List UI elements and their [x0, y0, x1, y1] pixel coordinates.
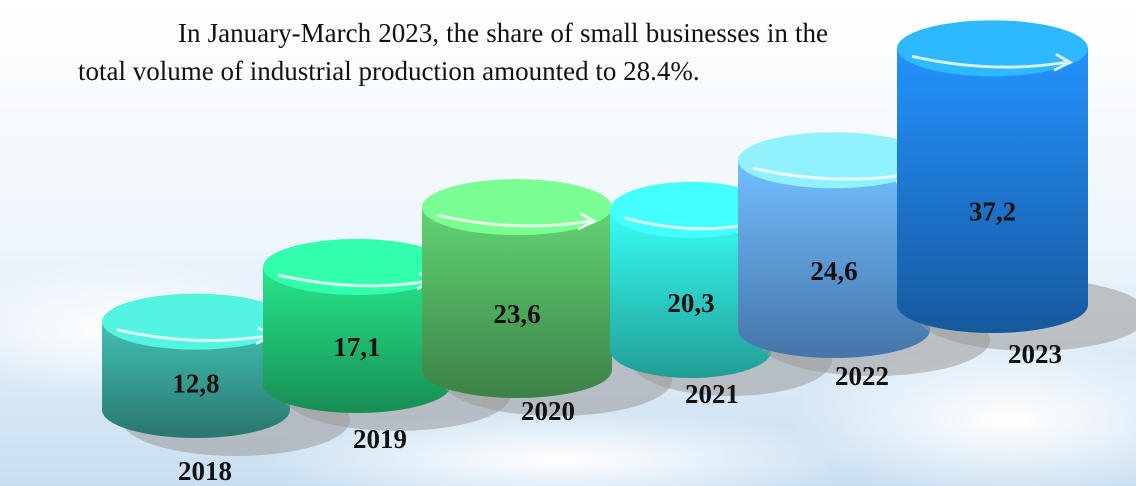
x-tick-label: 2023	[1008, 339, 1062, 369]
x-tick-label: 2018	[178, 456, 232, 486]
value-label: 37,2	[969, 196, 1016, 226]
x-tick-label: 2019	[353, 424, 407, 454]
value-label: 24,6	[810, 256, 857, 286]
x-tick-label: 2020	[521, 396, 575, 426]
infographic: 12,8 2018 17,1 2019 23,6 2020 20,3 2021 24,6 2022…	[0, 0, 1136, 486]
value-label: 20,3	[667, 288, 714, 318]
cylinder-body	[897, 48, 1088, 333]
annotation: In January-March 2023, the share of smal…	[78, 14, 828, 90]
value-label: 23,6	[493, 299, 540, 329]
value-label: 17,1	[333, 332, 380, 362]
value-label: 12,8	[172, 369, 219, 399]
x-tick-label: 2022	[835, 361, 889, 391]
x-tick-label: 2021	[685, 379, 739, 409]
